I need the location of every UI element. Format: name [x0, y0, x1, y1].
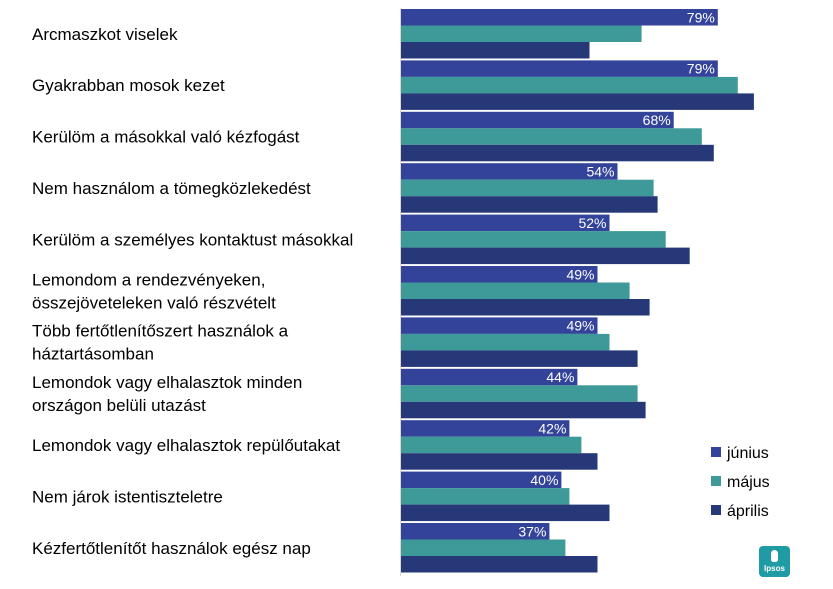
- data-label-0: 79%: [687, 9, 715, 25]
- category-label-5-0: Lemondom a rendezvényeken,: [32, 270, 265, 289]
- data-label-layer: 79% 79% 68% 54% 52% 49% 49% 44% 42% 40% 37%: [518, 9, 714, 539]
- legend-label-2: április: [727, 503, 769, 520]
- bar-0-4: [401, 214, 610, 232]
- category-label-6-1: háztartásomban: [32, 345, 154, 364]
- bar-2-2: [401, 144, 714, 162]
- data-label-10: 37%: [518, 523, 546, 539]
- category-label-0-0: Arcmaszkot viselek: [32, 25, 178, 44]
- bar-1-2: [401, 128, 702, 145]
- category-label-8-0: Lemondok vagy elhalasztok repülőutakat: [32, 436, 340, 455]
- ipsos-logo: Ipsos: [759, 546, 790, 577]
- bar-2-10: [401, 556, 598, 573]
- data-label-6: 49%: [566, 318, 594, 334]
- bar-0-7: [401, 368, 578, 386]
- data-label-7: 44%: [546, 369, 574, 385]
- bar-1-4: [401, 231, 666, 248]
- bar-1-1: [401, 76, 738, 94]
- bar-0-8: [401, 420, 570, 437]
- bar-1-6: [401, 333, 610, 351]
- bar-2-9: [401, 504, 610, 522]
- bar-1-8: [401, 436, 582, 454]
- legend: június május április: [711, 445, 770, 520]
- category-label-7-1: országon belüli utazást: [32, 396, 206, 415]
- logo-mark-icon: [771, 550, 778, 562]
- bar-0-5: [401, 266, 598, 283]
- category-label-5-1: összejöveteleken való részvételt: [32, 293, 276, 312]
- bar-1-3: [401, 179, 654, 197]
- data-label-5: 49%: [566, 266, 594, 282]
- bar-2-8: [401, 453, 598, 470]
- bar-1-0: [401, 25, 642, 42]
- bar-2-4: [401, 247, 690, 265]
- category-label-6-0: Több fertőtlenítőszert használok a: [32, 322, 289, 341]
- bar-1-5: [401, 282, 630, 299]
- bar-1-10: [401, 539, 566, 556]
- legend-swatch-1: [711, 476, 721, 486]
- bar-2-3: [401, 196, 658, 213]
- bar-0-0: [401, 9, 718, 26]
- category-label-3-0: Nem használom a tömegközlekedést: [32, 179, 311, 198]
- bar-2-6: [401, 350, 638, 367]
- bar-1-9: [401, 488, 570, 505]
- legend-swatch-2: [711, 505, 721, 515]
- bar-2-1: [401, 93, 754, 110]
- category-label-7-0: Lemondok vagy elhalasztok minden: [32, 373, 302, 392]
- category-labels: Arcmaszkot viselek Gyakrabban mosok kezet…: [32, 25, 353, 558]
- category-label-1-0: Gyakrabban mosok kezet: [32, 76, 225, 95]
- bar-2-0: [401, 42, 590, 59]
- legend-label-1: május: [727, 474, 770, 491]
- logo-text: Ipsos: [764, 564, 785, 573]
- bar-0-3: [401, 163, 618, 180]
- bar-2-7: [401, 401, 646, 419]
- category-label-4-0: Kerülöm a személyes kontaktust másokkal: [32, 230, 353, 249]
- bar-0-2: [401, 111, 674, 129]
- data-label-1: 79%: [687, 61, 715, 77]
- data-label-4: 52%: [578, 215, 606, 231]
- bar-0-6: [401, 317, 598, 334]
- bar-0-10: [401, 523, 550, 540]
- category-label-9-0: Nem járok istentiszteletre: [32, 487, 223, 506]
- legend-swatch-0: [711, 447, 721, 457]
- data-label-9: 40%: [530, 472, 558, 488]
- bar-2-5: [401, 299, 650, 316]
- bar-0-1: [401, 60, 718, 77]
- bar-0-9: [401, 471, 562, 489]
- legend-label-0: június: [726, 445, 769, 462]
- data-label-2: 68%: [643, 112, 671, 128]
- bar-layer: [401, 9, 754, 573]
- data-label-8: 42%: [538, 420, 566, 436]
- category-label-2-0: Kerülöm a másokkal való kézfogást: [32, 128, 300, 147]
- data-label-3: 54%: [586, 163, 614, 179]
- category-label-10-0: Kézfertőtlenítőt használok egész nap: [32, 539, 311, 558]
- bar-1-7: [401, 385, 638, 402]
